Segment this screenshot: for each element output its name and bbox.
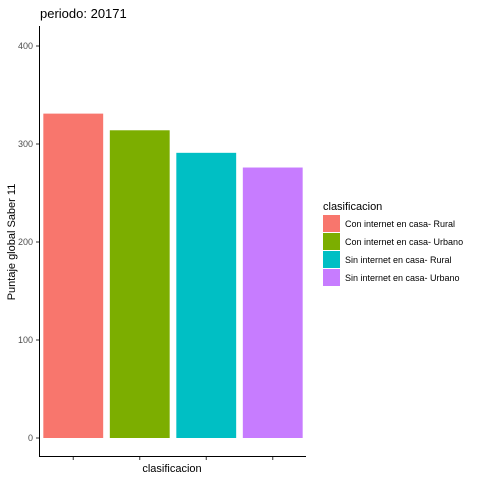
x-ticks-group [72,457,274,460]
y-tick-label: 100 [18,335,33,345]
legend-title: clasificacion [323,201,382,213]
legend-swatch-2 [323,233,340,250]
legend-label-2: Con internet en casa- Urbano [345,237,463,247]
y-tick-label: 400 [18,41,33,51]
bar-3 [176,152,237,438]
y-tick-label: 200 [18,237,33,247]
chart-title: periodo: 20171 [40,6,127,21]
legend: Con internet en casa- Rural Con internet … [323,215,463,286]
y-tick-label: 300 [18,139,33,149]
bar-2 [109,130,170,438]
y-tick-label: 0 [28,433,33,443]
legend-label-3: Sin internet en casa- Rural [345,255,452,265]
bars-group [43,113,303,439]
bar-1 [43,113,104,439]
legend-swatch-4 [323,269,340,286]
legend-swatch-1 [323,215,340,232]
legend-swatch-3 [323,251,340,268]
legend-label-1: Con internet en casa- Rural [345,219,455,229]
bar-4 [242,167,303,438]
legend-label-4: Sin internet en casa- Urbano [345,273,460,283]
x-axis-title: clasificacion [142,463,201,475]
y-axis-title: Puntaje global Saber 11 [6,184,18,301]
y-ticks-group: 0 100 200 300 400 [18,41,39,443]
